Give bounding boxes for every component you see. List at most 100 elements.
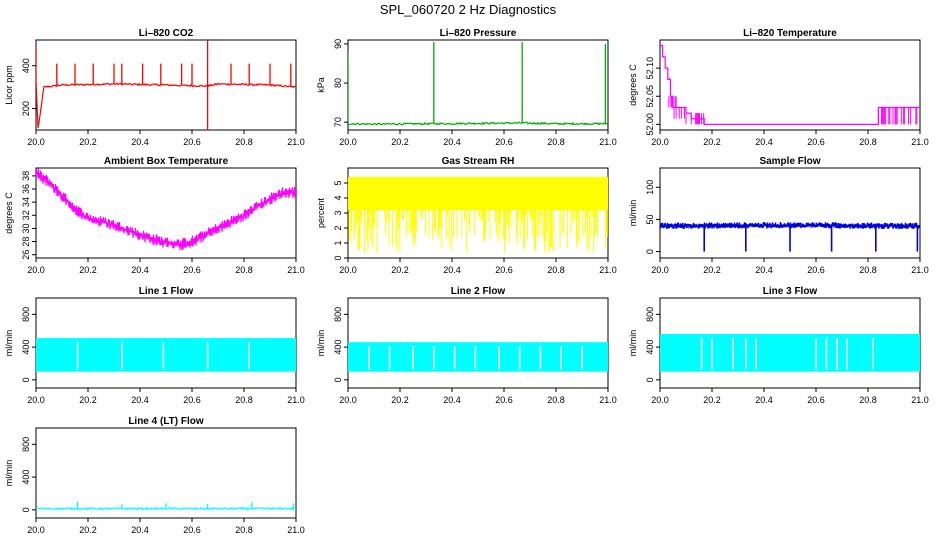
x-tick-label: 20.8 <box>547 265 565 275</box>
x-tick-label: 21.0 <box>911 395 929 405</box>
y-tick-label: 52.05 <box>645 85 655 108</box>
x-tick-label: 20.6 <box>183 395 201 405</box>
x-tick-label: 20.4 <box>131 525 149 535</box>
chart-title: Sample Flow <box>759 156 820 167</box>
x-tick-label: 20.2 <box>79 137 97 147</box>
series-line <box>348 121 608 126</box>
series-Line3 <box>660 334 920 372</box>
y-tick-label: 800 <box>645 307 655 322</box>
x-tick-label: 21.0 <box>287 525 305 535</box>
plot-frame <box>659 167 921 259</box>
y-tick-label: 200 <box>21 101 31 116</box>
chart-title: Li–820 CO2 <box>139 28 194 39</box>
y-axis-label: Licor ppm <box>4 65 14 105</box>
chart-panel-4: Gas Stream RH 20.0 20.2 20.4 20.6 20.8 21.0 0 1 2… <box>316 156 617 275</box>
x-tick-label: 20.0 <box>651 137 669 147</box>
y-tick-label: 800 <box>21 307 31 322</box>
x-tick-label: 20.2 <box>79 395 97 405</box>
y-tick-label: 0 <box>645 377 655 382</box>
y-tick-label: 3 <box>333 210 343 215</box>
series-line <box>660 45 920 125</box>
x-tick-label: 20.0 <box>27 137 45 147</box>
x-tick-label: 20.8 <box>859 265 877 275</box>
x-tick-label: 20.0 <box>339 265 357 275</box>
y-axis-label: kPa <box>316 77 326 93</box>
y-tick-label: 0 <box>21 377 31 382</box>
chart-panel-0: Li–820 CO2 20.0 20.2 20.4 20.6 20.8 21.0 200 400… <box>4 28 305 147</box>
x-tick-label: 20.8 <box>235 395 253 405</box>
x-tick-label: 20.4 <box>755 265 773 275</box>
y-axis-label: degrees C <box>4 192 14 234</box>
x-tick-label: 20.0 <box>651 265 669 275</box>
chart-panel-6: Line 1 Flow 20.0 20.2 20.4 20.6 20.8 21.0 0 400 8… <box>4 286 305 405</box>
x-tick-label: 20.4 <box>131 137 149 147</box>
x-tick-label: 20.0 <box>27 265 45 275</box>
x-tick-label: 20.6 <box>183 137 201 147</box>
band-fill <box>348 177 608 210</box>
x-tick-label: 20.2 <box>703 137 721 147</box>
series-line <box>36 506 296 511</box>
y-axis-label: ml/min <box>316 330 326 357</box>
x-tick-label: 20.2 <box>391 137 409 147</box>
x-tick-label: 21.0 <box>287 137 305 147</box>
chart-title: Line 1 Flow <box>139 286 194 297</box>
x-tick-label: 20.0 <box>27 395 45 405</box>
series-Pressure <box>348 41 608 126</box>
chart-panel-1: Li–820 Pressure 20.0 20.2 20.4 20.6 20.8 21.0 7… <box>316 28 617 147</box>
x-tick-label: 20.4 <box>443 265 461 275</box>
x-tick-label: 21.0 <box>287 265 305 275</box>
series-Temperature <box>660 45 920 125</box>
x-tick-label: 20.8 <box>235 137 253 147</box>
y-tick-label: 0 <box>645 249 655 254</box>
page-title: SPL_060720 2 Hz Diagnostics <box>379 2 557 17</box>
plot-frame <box>659 39 921 131</box>
x-tick-label: 20.2 <box>391 265 409 275</box>
series-line <box>36 168 296 251</box>
y-tick-label: 400 <box>21 340 31 355</box>
x-tick-label: 21.0 <box>287 395 305 405</box>
x-tick-label: 20.6 <box>495 265 513 275</box>
x-tick-label: 20.0 <box>339 137 357 147</box>
y-tick-label: 400 <box>645 340 655 355</box>
y-tick-label: 5 <box>333 180 343 185</box>
x-tick-label: 20.6 <box>495 137 513 147</box>
y-tick-label: 80 <box>333 78 343 88</box>
y-tick-label: 0 <box>21 507 31 512</box>
y-tick-label: 32 <box>21 210 31 220</box>
x-tick-label: 20.2 <box>703 395 721 405</box>
y-axis-label: percent <box>316 197 326 228</box>
x-tick-label: 20.4 <box>755 395 773 405</box>
x-tick-label: 20.4 <box>755 137 773 147</box>
y-axis-label: ml/min <box>628 330 638 357</box>
y-tick-label: 800 <box>21 437 31 452</box>
x-tick-label: 20.2 <box>391 395 409 405</box>
x-tick-label: 20.6 <box>495 395 513 405</box>
chart-title: Line 2 Flow <box>451 286 506 297</box>
x-tick-label: 20.6 <box>183 525 201 535</box>
series-line <box>36 80 296 129</box>
y-tick-label: 36 <box>21 184 31 194</box>
x-tick-label: 21.0 <box>599 395 617 405</box>
y-tick-label: 0 <box>333 255 343 260</box>
y-tick-label: 30 <box>21 223 31 233</box>
chart-title: Gas Stream RH <box>442 156 515 167</box>
series-Ambient <box>36 168 296 251</box>
y-tick-label: 1 <box>333 240 343 245</box>
x-tick-label: 20.8 <box>235 525 253 535</box>
x-tick-label: 20.6 <box>807 137 825 147</box>
y-tick-label: 70 <box>333 117 343 127</box>
x-tick-label: 20.8 <box>547 395 565 405</box>
x-tick-label: 20.8 <box>235 265 253 275</box>
x-tick-label: 21.0 <box>911 137 929 147</box>
y-tick-label: 38 <box>21 171 31 181</box>
x-tick-label: 20.0 <box>651 395 669 405</box>
x-tick-label: 20.2 <box>703 265 721 275</box>
band-fill <box>348 342 608 372</box>
y-axis-label: ml/min <box>628 200 638 227</box>
chart-title: Ambient Box Temperature <box>104 156 229 167</box>
x-tick-label: 20.2 <box>79 265 97 275</box>
y-tick-label: 26 <box>21 250 31 260</box>
y-tick-label: 800 <box>333 307 343 322</box>
series-Sample <box>660 221 920 252</box>
